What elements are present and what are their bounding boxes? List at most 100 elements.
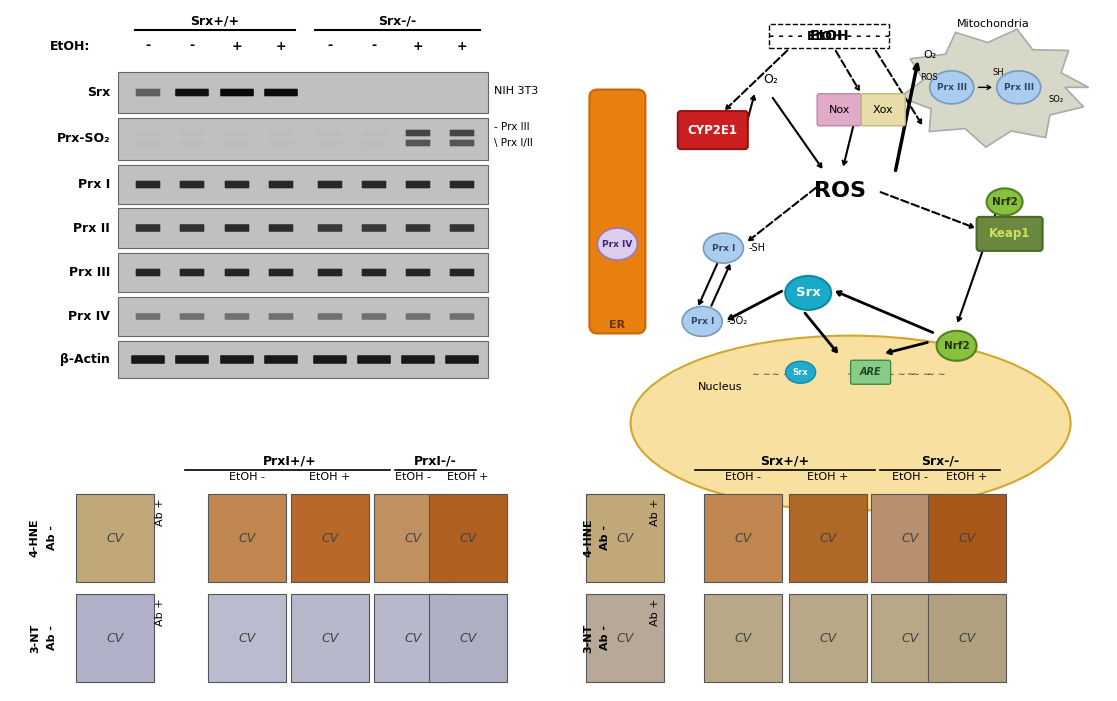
Text: ARE: ARE <box>860 367 881 377</box>
Text: NIH 3T3: NIH 3T3 <box>494 86 538 96</box>
FancyBboxPatch shape <box>450 224 475 232</box>
FancyBboxPatch shape <box>317 181 342 189</box>
Text: O₂: O₂ <box>764 73 779 86</box>
Text: Srx: Srx <box>87 86 109 99</box>
FancyBboxPatch shape <box>135 313 161 320</box>
FancyBboxPatch shape <box>269 313 294 320</box>
Ellipse shape <box>929 71 974 104</box>
Text: EtOH +: EtOH + <box>447 472 489 482</box>
FancyBboxPatch shape <box>135 224 161 232</box>
FancyBboxPatch shape <box>175 355 209 364</box>
FancyBboxPatch shape <box>450 130 475 136</box>
Text: EtOH -: EtOH - <box>395 472 431 482</box>
Text: CV: CV <box>322 632 338 644</box>
FancyBboxPatch shape <box>317 140 342 146</box>
Bar <box>928 594 1006 682</box>
Text: 3-NT: 3-NT <box>583 623 593 653</box>
FancyBboxPatch shape <box>135 181 161 189</box>
Text: CV: CV <box>820 531 837 545</box>
Bar <box>789 494 867 582</box>
Text: Prx I: Prx I <box>712 244 735 252</box>
FancyBboxPatch shape <box>362 140 386 146</box>
Bar <box>789 594 867 682</box>
Text: Srx: Srx <box>793 368 809 376</box>
FancyBboxPatch shape <box>450 268 475 276</box>
Bar <box>429 594 507 682</box>
FancyBboxPatch shape <box>313 355 346 364</box>
Text: CV: CV <box>106 632 124 644</box>
Bar <box>586 594 663 682</box>
Text: Xox: Xox <box>872 104 894 115</box>
Text: -: - <box>190 39 194 53</box>
Bar <box>871 594 949 682</box>
Text: SH: SH <box>993 68 1004 77</box>
Text: +: + <box>457 39 467 53</box>
FancyBboxPatch shape <box>135 140 161 146</box>
Text: $\mathsf{\sim\sim}$: $\mathsf{\sim\sim}$ <box>885 368 906 376</box>
Text: EtOH -: EtOH - <box>892 472 928 482</box>
Text: Ab -: Ab - <box>47 526 57 550</box>
FancyBboxPatch shape <box>225 224 249 232</box>
Text: CYP2E1: CYP2E1 <box>688 123 738 137</box>
Text: CV: CV <box>238 632 256 644</box>
FancyBboxPatch shape <box>265 355 298 364</box>
Bar <box>208 494 286 582</box>
FancyBboxPatch shape <box>135 130 161 136</box>
FancyBboxPatch shape <box>590 90 646 334</box>
FancyBboxPatch shape <box>405 139 430 147</box>
Bar <box>118 165 488 204</box>
FancyBboxPatch shape <box>180 130 204 136</box>
FancyBboxPatch shape <box>405 224 430 232</box>
Text: EtOH +: EtOH + <box>946 472 987 482</box>
Text: Nrf2: Nrf2 <box>992 197 1018 207</box>
Text: Ab +: Ab + <box>155 598 165 626</box>
FancyBboxPatch shape <box>362 181 386 189</box>
Polygon shape <box>900 29 1089 147</box>
FancyBboxPatch shape <box>362 268 386 276</box>
Bar <box>76 594 154 682</box>
Bar <box>292 594 369 682</box>
Bar <box>76 494 154 582</box>
FancyBboxPatch shape <box>405 181 430 189</box>
Text: Nucleus: Nucleus <box>698 381 743 392</box>
FancyBboxPatch shape <box>362 130 386 136</box>
FancyBboxPatch shape <box>976 217 1042 251</box>
Bar <box>871 494 949 582</box>
Text: CV: CV <box>820 632 837 644</box>
FancyBboxPatch shape <box>401 355 435 364</box>
FancyBboxPatch shape <box>225 140 249 146</box>
Text: 4-HNE: 4-HNE <box>583 519 593 557</box>
Text: Prx III: Prx III <box>69 266 109 279</box>
Text: CV: CV <box>459 632 477 644</box>
Ellipse shape <box>682 306 723 336</box>
Text: $\mathsf{\sim}$: $\mathsf{\sim}$ <box>905 367 916 377</box>
Text: -: - <box>372 39 376 53</box>
FancyBboxPatch shape <box>818 94 861 125</box>
FancyBboxPatch shape <box>225 181 249 189</box>
Ellipse shape <box>785 276 831 310</box>
Text: +: + <box>412 39 423 53</box>
Bar <box>704 494 782 582</box>
Bar <box>118 341 488 378</box>
FancyBboxPatch shape <box>450 181 475 189</box>
Ellipse shape <box>785 361 815 383</box>
Text: $\mathsf{\sim\sim}$: $\mathsf{\sim\sim}$ <box>844 368 867 376</box>
FancyBboxPatch shape <box>405 268 430 276</box>
Text: Prx-SO₂: Prx-SO₂ <box>57 132 109 146</box>
Text: Prx I: Prx I <box>78 178 109 191</box>
Ellipse shape <box>996 71 1041 104</box>
FancyBboxPatch shape <box>131 355 165 364</box>
Text: Ab +: Ab + <box>155 498 165 526</box>
FancyBboxPatch shape <box>861 94 905 125</box>
Bar <box>429 494 507 582</box>
FancyBboxPatch shape <box>269 140 294 146</box>
FancyBboxPatch shape <box>220 89 254 96</box>
Text: Ab +: Ab + <box>650 498 660 526</box>
FancyBboxPatch shape <box>175 89 209 96</box>
Ellipse shape <box>704 233 744 263</box>
Bar <box>374 594 452 682</box>
FancyBboxPatch shape <box>225 268 249 276</box>
Text: CV: CV <box>734 531 752 545</box>
Text: Srx-/-: Srx-/- <box>378 15 416 28</box>
FancyBboxPatch shape <box>450 139 475 147</box>
